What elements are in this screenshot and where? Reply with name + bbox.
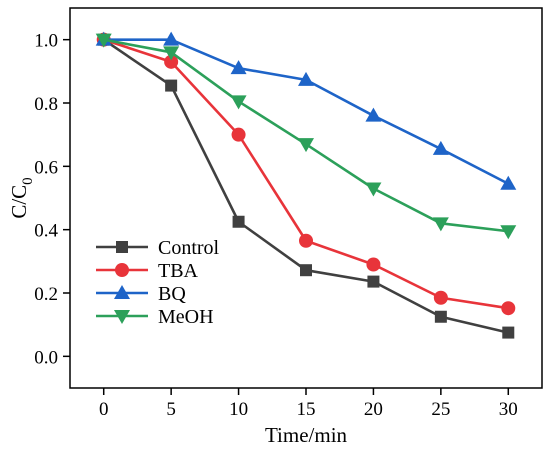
series-bq <box>95 31 517 190</box>
legend-label: MeOH <box>158 306 214 328</box>
y-axis-label-main: C/C <box>7 185 31 219</box>
data-point <box>230 95 247 110</box>
legend-label: Control <box>158 237 220 259</box>
data-point <box>164 54 179 69</box>
legend-swatch-marker <box>114 285 130 299</box>
legend-swatch-marker <box>116 241 128 253</box>
x-tick-label: 0 <box>99 399 109 420</box>
data-point <box>95 33 112 48</box>
y-axis-label: C/C0 <box>7 177 36 218</box>
y-axis-ticks: 0.0 0.2 0.4 0.6 0.8 1.0 <box>34 31 70 368</box>
data-point <box>365 107 382 122</box>
legend-item: TBA <box>96 260 199 282</box>
y-tick-label: 1.0 <box>34 31 58 52</box>
data-point <box>501 301 516 316</box>
data-point <box>502 326 515 339</box>
y-tick-label: 0.4 <box>34 221 58 242</box>
data-point <box>163 31 180 46</box>
legend-swatch-marker <box>115 263 129 277</box>
x-tick-label: 10 <box>229 399 248 420</box>
legend-item: Control <box>96 237 220 259</box>
legend-label: TBA <box>158 260 199 282</box>
series-line <box>103 38 509 233</box>
legend-swatch-marker <box>114 310 130 324</box>
data-point <box>231 127 246 142</box>
data-point <box>232 215 245 228</box>
data-point <box>500 225 517 240</box>
data-point <box>163 46 180 61</box>
data-point <box>432 217 449 232</box>
y-tick-label: 0.8 <box>34 94 58 115</box>
data-point <box>298 71 314 86</box>
x-tick-label: 5 <box>166 399 176 420</box>
data-point <box>366 257 381 272</box>
legend-item: BQ <box>96 283 186 305</box>
x-tick-label: 15 <box>297 399 316 420</box>
legend-item: MeOH <box>96 306 214 328</box>
y-tick-label: 0.2 <box>34 284 58 305</box>
data-point <box>367 275 380 288</box>
data-point <box>299 233 313 248</box>
data-point <box>500 175 517 190</box>
data-point <box>434 310 447 323</box>
x-tick-label: 30 <box>499 399 518 420</box>
y-tick-label: 0.0 <box>34 347 58 368</box>
data-point <box>298 138 314 153</box>
y-axis-label-subscript: 0 <box>20 177 36 185</box>
x-axis-ticks: 0 5 10 15 20 25 30 <box>99 388 518 420</box>
x-tick-label: 25 <box>431 399 450 420</box>
legend-label: BQ <box>158 283 186 305</box>
data-point <box>230 60 247 75</box>
data-point <box>165 79 178 92</box>
data-point <box>365 182 382 197</box>
series-layer <box>95 31 517 339</box>
data-point <box>433 290 448 305</box>
series-meoh <box>95 33 517 240</box>
data-point <box>300 264 312 277</box>
data-point <box>432 140 449 155</box>
x-tick-label: 20 <box>364 399 383 420</box>
x-axis-label: Time/min <box>265 423 348 447</box>
y-tick-label: 0.6 <box>34 157 58 178</box>
